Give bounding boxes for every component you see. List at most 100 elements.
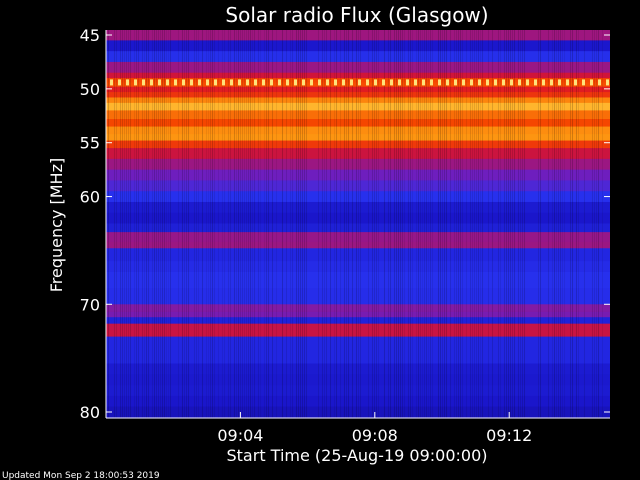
noise-stripe	[194, 30, 195, 418]
noise-stripe	[336, 30, 337, 418]
y-tick-label: 45	[80, 26, 100, 45]
noise-stripe	[446, 30, 447, 418]
burst-mark	[190, 79, 193, 86]
noise-stripe	[252, 30, 253, 418]
burst-mark	[430, 79, 433, 86]
noise-stripe	[306, 30, 307, 418]
noise-stripe	[166, 30, 167, 418]
noise-stripe	[348, 30, 349, 418]
noise-stripe	[134, 30, 135, 418]
noise-stripe	[500, 30, 501, 418]
noise-stripe	[504, 30, 505, 418]
spectral-band	[106, 201, 610, 214]
noise-stripe	[462, 30, 463, 418]
noise-stripe	[108, 30, 109, 418]
noise-stripe	[246, 30, 247, 418]
spectral-band	[106, 223, 610, 233]
noise-stripe	[138, 30, 139, 418]
burst-mark	[390, 79, 393, 86]
x-tick-label: 09:04	[217, 426, 263, 445]
spectral-band	[106, 30, 610, 38]
noise-stripe	[290, 30, 291, 418]
noise-stripe	[554, 30, 555, 418]
noise-stripe	[540, 30, 541, 418]
noise-stripe	[352, 30, 353, 418]
noise-stripe	[298, 30, 299, 418]
spectral-band	[106, 51, 610, 63]
noise-stripe	[598, 30, 599, 418]
y-tick-label: 60	[80, 188, 100, 207]
noise-stripe	[228, 30, 229, 418]
burst-mark	[174, 79, 177, 86]
noise-stripe	[302, 30, 303, 418]
spectral-band	[106, 271, 610, 289]
spectral-band	[106, 323, 610, 331]
noise-stripe	[186, 30, 187, 418]
spectral-band	[106, 180, 610, 192]
noise-stripe	[390, 30, 391, 418]
noise-stripe	[424, 30, 425, 418]
noise-stripe	[208, 30, 209, 418]
noise-stripe	[122, 30, 123, 418]
noise-stripe	[416, 30, 417, 418]
noise-stripe	[224, 30, 225, 418]
noise-stripe	[356, 30, 357, 418]
noise-stripe	[456, 30, 457, 418]
burst-mark	[254, 79, 257, 86]
noise-stripe	[300, 30, 301, 418]
burst-mark	[310, 79, 313, 86]
noise-stripe	[222, 30, 223, 418]
noise-stripe	[388, 30, 389, 418]
burst-mark	[230, 79, 233, 86]
burst-mark	[134, 79, 137, 86]
burst-mark	[118, 79, 121, 86]
spectral-band	[106, 92, 610, 99]
noise-stripe	[432, 30, 433, 418]
noise-stripe	[480, 30, 481, 418]
noise-stripe	[250, 30, 251, 418]
noise-stripe	[182, 30, 183, 418]
noise-stripe	[170, 30, 171, 418]
noise-stripe	[372, 30, 373, 418]
spectral-band	[106, 86, 610, 93]
noise-stripe	[408, 30, 409, 418]
spectral-band	[106, 406, 610, 419]
spectral-band	[106, 37, 610, 41]
noise-stripe	[562, 30, 563, 418]
noise-stripe	[360, 30, 361, 418]
noise-stripe	[402, 30, 403, 418]
spectral-band	[106, 134, 610, 142]
spectral-band	[106, 191, 610, 203]
burst-mark	[470, 79, 473, 86]
noise-stripe	[512, 30, 513, 418]
spectral-band	[106, 336, 610, 348]
noise-stripe	[538, 30, 539, 418]
burst-mark	[158, 79, 161, 86]
noise-stripe	[240, 30, 241, 418]
noise-stripe	[470, 30, 471, 418]
noise-stripe	[330, 30, 331, 418]
noise-stripe	[258, 30, 259, 418]
burst-mark	[246, 79, 249, 86]
noise-stripe	[276, 30, 277, 418]
burst-mark	[518, 79, 521, 86]
spectral-band	[106, 102, 610, 111]
noise-stripe	[404, 30, 405, 418]
spectral-band	[106, 169, 610, 182]
burst-mark	[398, 79, 401, 86]
spectral-band	[106, 385, 610, 397]
noise-stripe	[148, 30, 149, 418]
noise-stripe	[384, 30, 385, 418]
burst-mark	[286, 79, 289, 86]
noise-stripe	[466, 30, 467, 418]
burst-mark	[486, 79, 489, 86]
spectral-band	[106, 363, 610, 375]
noise-stripe	[198, 30, 199, 418]
noise-stripe	[560, 30, 561, 418]
noise-stripe	[154, 30, 155, 418]
noise-stripe	[400, 30, 401, 418]
noise-stripe	[498, 30, 499, 418]
noise-stripe	[130, 30, 131, 418]
updated-footer: Updated Mon Sep 2 18:00:53 2019	[2, 471, 160, 480]
noise-stripe	[214, 30, 215, 418]
